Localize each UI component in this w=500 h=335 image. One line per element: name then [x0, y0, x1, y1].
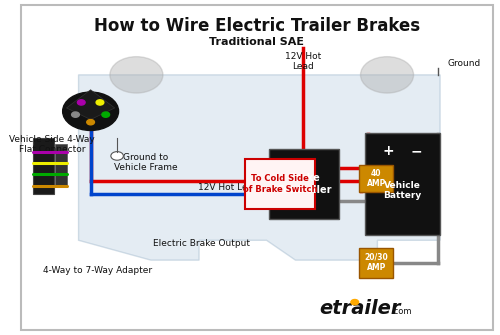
- Circle shape: [111, 152, 124, 160]
- FancyBboxPatch shape: [359, 248, 394, 278]
- Text: +: +: [383, 144, 394, 158]
- Text: 12V Hot
Lead: 12V Hot Lead: [284, 52, 321, 71]
- FancyBboxPatch shape: [359, 165, 394, 192]
- Circle shape: [351, 299, 358, 305]
- Circle shape: [78, 100, 85, 105]
- Circle shape: [96, 100, 104, 105]
- Text: To Cold Side
of Brake Switch: To Cold Side of Brake Switch: [242, 174, 317, 194]
- Circle shape: [87, 120, 94, 125]
- Text: Vehicle Side 4-Way
Flat Connector: Vehicle Side 4-Way Flat Connector: [9, 135, 95, 154]
- Text: How to Wire Electric Trailer Brakes: How to Wire Electric Trailer Brakes: [94, 17, 420, 35]
- Text: etrailer: etrailer: [320, 298, 401, 318]
- Circle shape: [360, 57, 414, 93]
- Text: Ground: Ground: [448, 59, 480, 68]
- FancyBboxPatch shape: [33, 138, 54, 194]
- Circle shape: [62, 92, 118, 130]
- Text: 12V Hot Lead: 12V Hot Lead: [198, 183, 258, 192]
- Circle shape: [110, 57, 163, 93]
- Text: 40
AMP: 40 AMP: [366, 169, 386, 188]
- Text: .com: .com: [391, 307, 411, 316]
- FancyBboxPatch shape: [56, 144, 68, 187]
- Text: Electric Brake Output: Electric Brake Output: [153, 239, 250, 248]
- Circle shape: [102, 112, 110, 117]
- Text: 4-Way to 7-Way Adapter: 4-Way to 7-Way Adapter: [44, 266, 152, 275]
- Text: Brake
Controller: Brake Controller: [276, 173, 332, 195]
- FancyBboxPatch shape: [366, 133, 440, 235]
- Circle shape: [72, 112, 80, 117]
- Text: Vehicle
Battery: Vehicle Battery: [384, 181, 422, 200]
- Text: 20/30
AMP: 20/30 AMP: [364, 253, 388, 272]
- Polygon shape: [78, 75, 440, 260]
- Polygon shape: [66, 90, 114, 120]
- FancyBboxPatch shape: [245, 159, 314, 209]
- Text: Traditional SAE: Traditional SAE: [210, 37, 304, 47]
- FancyBboxPatch shape: [269, 149, 339, 219]
- Text: Ground to
Vehicle Frame: Ground to Vehicle Frame: [114, 153, 178, 172]
- Text: −: −: [411, 144, 422, 158]
